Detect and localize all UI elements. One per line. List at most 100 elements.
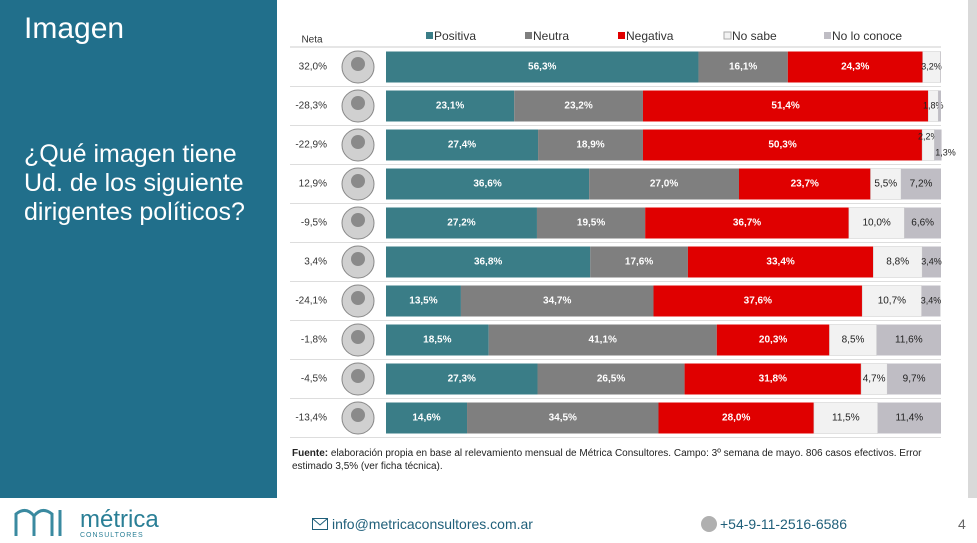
portrait-head <box>351 135 365 149</box>
bar-segment <box>386 285 461 317</box>
data-label: 3,2% <box>921 61 942 71</box>
phone-icon <box>701 516 717 532</box>
bar-segment <box>488 324 717 356</box>
legend-swatch <box>525 32 532 39</box>
bar-segment <box>934 129 942 161</box>
bar-segment <box>514 90 643 122</box>
source-text: elaboración propia en base al relevamien… <box>292 448 922 472</box>
portrait-head <box>351 252 365 266</box>
data-label: 11,4% <box>896 413 924 424</box>
bar-segment <box>653 285 863 317</box>
bar-segment <box>386 246 591 278</box>
neta-value: -1,8% <box>301 335 327 346</box>
data-label: 10,7% <box>878 296 906 307</box>
data-label: 14,6% <box>412 413 440 424</box>
bar-segment <box>901 168 941 200</box>
data-label: 1,3% <box>935 147 956 157</box>
data-label: 41,1% <box>589 335 617 346</box>
data-label: 27,0% <box>650 179 678 190</box>
bar-segment <box>658 402 814 434</box>
bar-segment <box>687 246 874 278</box>
bar-segment <box>877 402 941 434</box>
logo-subtext: CONSULTORES <box>80 532 144 539</box>
bar-segment <box>787 51 923 83</box>
data-label: 18,5% <box>423 335 451 346</box>
email-icon <box>312 518 328 530</box>
side-panel: Imagen ¿Qué imagen tiene Ud. de los sigu… <box>0 0 277 498</box>
bar-segment <box>698 51 788 83</box>
portrait-head <box>351 330 365 344</box>
neta-value: 3,4% <box>304 257 327 268</box>
bar-segment <box>921 285 941 317</box>
data-label: 11,5% <box>832 413 860 424</box>
data-label: 33,4% <box>766 257 794 268</box>
chart: Neta Positiva Neutra Negativa No sabe No lo c… <box>290 29 956 438</box>
edge-strip <box>968 0 977 498</box>
bar-segment <box>813 402 878 434</box>
question: ¿Qué imagen tiene Ud. de los siguiente d… <box>24 140 245 226</box>
bar-segment <box>386 207 537 239</box>
source-label: Fuente: <box>292 448 329 459</box>
bar-segment <box>938 90 941 122</box>
data-label: 27,3% <box>448 374 476 385</box>
bar-segment <box>386 363 538 395</box>
bar-segment <box>904 207 941 239</box>
bar-segment <box>460 285 654 317</box>
data-label: 19,5% <box>577 218 605 229</box>
bar-segment <box>645 207 849 239</box>
bar-segment <box>589 168 739 200</box>
legend-label: Positiva <box>434 29 476 43</box>
bar-segment <box>870 168 902 200</box>
data-label: 34,5% <box>549 413 577 424</box>
data-label: 11,6% <box>895 335 923 346</box>
bar-segment <box>922 246 941 278</box>
legend-swatch <box>723 31 732 40</box>
data-label: 1,8% <box>923 100 944 110</box>
logo-text: métrica <box>80 506 159 533</box>
bar-segment <box>386 129 539 161</box>
legend-swatch <box>824 32 831 39</box>
bar-segment <box>642 129 923 161</box>
data-label: 10,0% <box>862 218 890 229</box>
data-label: 8,8% <box>886 257 909 268</box>
portrait-head <box>351 369 365 383</box>
data-label: 36,8% <box>474 257 502 268</box>
data-label: 27,4% <box>448 140 476 151</box>
data-label: 31,8% <box>759 374 787 385</box>
data-label: 8,5% <box>842 335 865 346</box>
data-label: 3,4% <box>921 256 942 266</box>
email: info@metricaconsultores.com.ar <box>332 516 533 532</box>
phone: +54-9-11-2516-6586 <box>720 516 848 532</box>
bar-segment <box>386 324 489 356</box>
bar-segment <box>738 168 871 200</box>
portrait-head <box>351 291 365 305</box>
bar-segment <box>940 51 941 83</box>
data-label: 6,6% <box>911 218 934 229</box>
data-label: 23,2% <box>564 101 592 112</box>
data-label: 18,9% <box>576 140 604 151</box>
legend-label: Negativa <box>626 29 674 43</box>
portrait-head <box>351 213 365 227</box>
data-label: 3,4% <box>921 295 942 305</box>
bar-segment <box>848 207 905 239</box>
slide-title: Imagen <box>24 12 125 45</box>
data-label: 9,7% <box>903 374 926 385</box>
data-label: 26,5% <box>597 374 625 385</box>
bar-segment <box>386 402 468 434</box>
bar-segment <box>590 246 688 278</box>
data-label: 23,1% <box>436 101 464 112</box>
bar-segment <box>537 363 685 395</box>
data-label: 27,2% <box>447 218 475 229</box>
legend-label: No lo conoce <box>832 29 902 43</box>
data-label: 16,1% <box>729 62 757 73</box>
source-note: Fuente: elaboración propia en base al re… <box>292 447 952 473</box>
data-label: 17,6% <box>625 257 653 268</box>
bar-segment <box>386 90 515 122</box>
neta-value: -22,9% <box>295 140 327 151</box>
data-label: 4,7% <box>863 374 886 385</box>
legend-label: Neutra <box>533 29 569 43</box>
page-number: 4 <box>958 516 966 532</box>
bar-segment <box>876 324 941 356</box>
bar-segment <box>861 285 922 317</box>
